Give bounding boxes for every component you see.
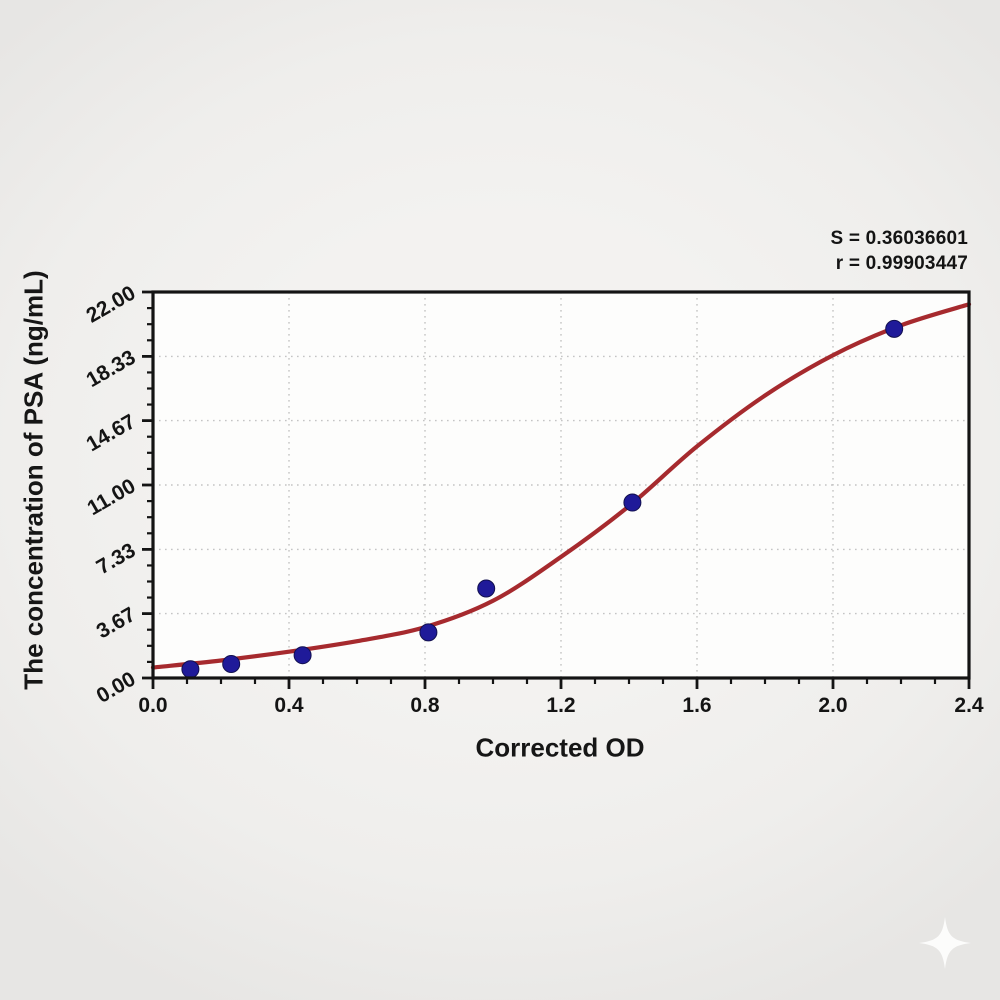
s-value: S = 0.36036601 <box>830 228 968 249</box>
y-tick-label: 22.00 <box>82 281 139 327</box>
y-axis-title: The concentration of PSA (ng/mL) <box>18 270 49 690</box>
r-value: r = 0.99903447 <box>835 253 968 274</box>
y-tick-label: 11.00 <box>83 474 139 520</box>
x-axis-title: Corrected OD <box>475 732 645 763</box>
x-tick-label: 1.6 <box>682 694 711 717</box>
sparkle-watermark-icon <box>919 917 971 969</box>
x-tick-label: 2.4 <box>954 694 984 717</box>
fit-curve <box>150 302 972 670</box>
data-point <box>885 319 904 338</box>
data-point <box>293 646 312 665</box>
y-tick-label: 0.00 <box>93 667 140 707</box>
data-point <box>181 660 200 679</box>
x-tick-label: 0.8 <box>410 694 440 717</box>
x-tick-label: 2.0 <box>818 694 847 717</box>
x-tick-label: 1.2 <box>546 694 575 717</box>
data-point <box>477 579 496 598</box>
y-tick-label: 7.33 <box>93 539 140 579</box>
data-point <box>419 623 438 642</box>
x-tick-label: 0.4 <box>274 694 304 717</box>
data-point <box>222 654 241 673</box>
y-tick-label: 18.33 <box>82 346 139 392</box>
data-point <box>623 493 642 512</box>
fit-statistics: S = 0.36036601 r = 0.99903447 <box>830 226 968 276</box>
x-tick-label: 0.0 <box>138 694 167 717</box>
y-tick-label: 3.67 <box>93 603 140 643</box>
y-tick-label: 14.67 <box>82 410 139 456</box>
